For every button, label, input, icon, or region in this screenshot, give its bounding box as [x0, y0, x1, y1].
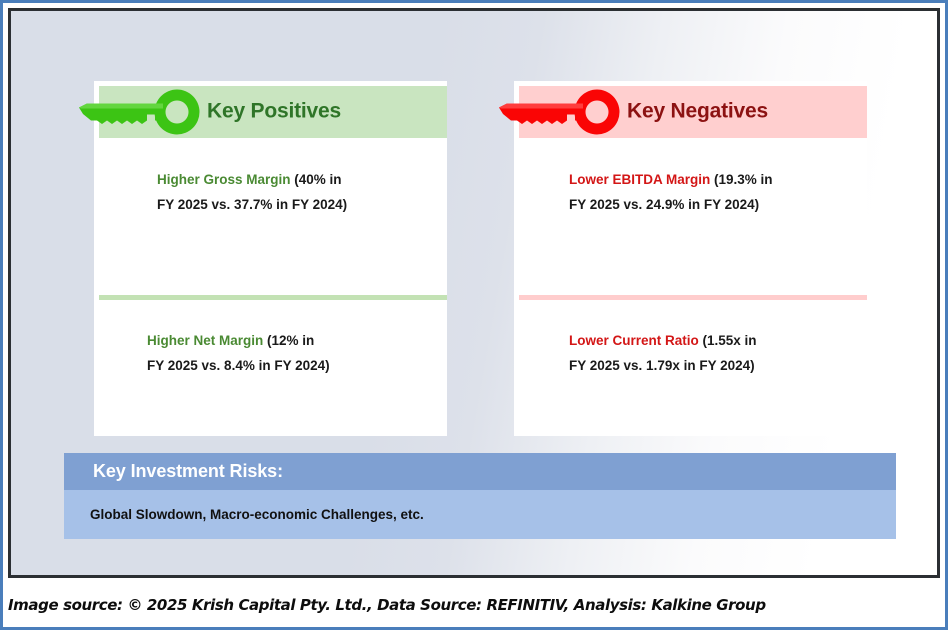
risks-body: Global Slowdown, Macro-economic Challeng… [64, 490, 896, 539]
panel-title-negatives: Key Negatives [627, 99, 768, 123]
bullet-current-ratio: Lower Current Ratio (1.55x in FY 2025 vs… [519, 328, 867, 378]
bullet-line-2: FY 2025 vs. 8.4% in FY 2024) [147, 358, 330, 373]
key-investment-risks-box: Key Investment Risks: Global Slowdown, M… [64, 453, 896, 539]
panel-header-negatives: Key Negatives [499, 86, 867, 138]
slide-canvas: Key Positives Higher Gross Margin (40% i… [8, 8, 940, 578]
bullet-line-1: Lower EBITDA Margin (19.3% in [519, 167, 867, 192]
bullet-highlight: Lower EBITDA Margin [569, 172, 711, 187]
key-icon [79, 89, 200, 135]
footer: Image source: © 2025 Krish Capital Pty. … [8, 587, 940, 622]
bullet-line-1: Higher Net Margin (12% in [99, 328, 447, 353]
bullet-rest: (12% in [263, 333, 315, 348]
row-divider-negatives [519, 295, 867, 300]
bullet-line-2: FY 2025 vs. 37.7% in FY 2024) [157, 197, 348, 212]
bullet-highlight: Lower Current Ratio [569, 333, 699, 348]
bullet-gross-margin: Higher Gross Margin (40% in FY 2025 vs. … [99, 167, 447, 217]
panel-title-positives: Key Positives [207, 99, 341, 123]
panel-key-positives: Key Positives Higher Gross Margin (40% i… [79, 81, 447, 436]
panel-header-positives: Key Positives [79, 86, 447, 138]
bullet-line-2: FY 2025 vs. 24.9% in FY 2024) [569, 197, 760, 212]
bullet-net-margin: Higher Net Margin (12% in FY 2025 vs. 8.… [99, 328, 447, 378]
footer-source-text: Image source: © 2025 Krish Capital Pty. … [8, 595, 766, 614]
row-divider-positives [99, 295, 447, 300]
risks-title: Key Investment Risks: [64, 453, 896, 490]
bullet-rest: (19.3% in [710, 172, 773, 187]
bullet-line-1: Higher Gross Margin (40% in [99, 167, 447, 192]
key-icon [499, 89, 620, 135]
bullet-line-2: FY 2025 vs. 1.79x in FY 2024) [569, 358, 755, 373]
bullet-highlight: Higher Net Margin [147, 333, 264, 348]
bullet-rest: (1.55x in [698, 333, 757, 348]
bullet-ebitda-margin: Lower EBITDA Margin (19.3% in FY 2025 vs… [519, 167, 867, 217]
panel-key-negatives: Key Negatives Lower EBITDA Margin (19.3%… [499, 81, 867, 436]
bullet-highlight: Higher Gross Margin [157, 172, 291, 187]
bullet-rest: (40% in [290, 172, 342, 187]
bullet-line-1: Lower Current Ratio (1.55x in [519, 328, 867, 353]
